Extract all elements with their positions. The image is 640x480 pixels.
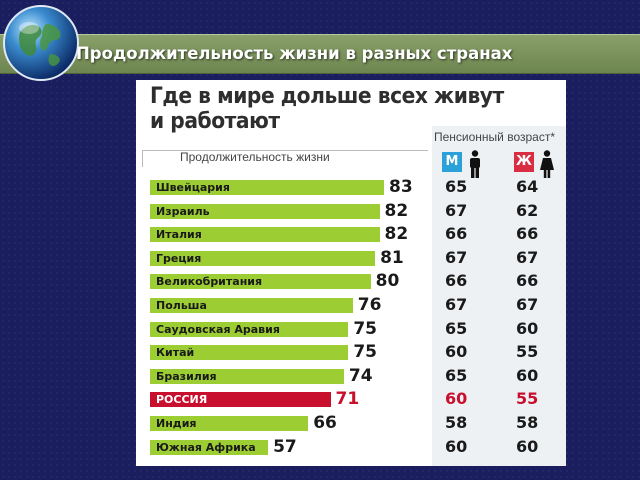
pension-women-value: 60 (516, 318, 539, 338)
pension-women-value: 67 (516, 247, 539, 267)
pension-women-value: 60 (516, 436, 539, 456)
bar (150, 321, 349, 337)
bar (150, 345, 349, 361)
pension-women-value: 64 (516, 177, 539, 196)
slide-title: Продолжительность жизни в разных странах (76, 44, 513, 63)
bar (150, 203, 380, 219)
life-expectancy-value: 82 (384, 200, 409, 221)
chart-row: Великобритания 80 66 66 (136, 270, 566, 294)
life-expectancy-value: 82 (384, 224, 409, 245)
pension-women-value: 55 (516, 389, 539, 409)
pension-men-value: 67 (445, 295, 468, 314)
chart-row: Южная Африка 57 60 60 (136, 436, 566, 460)
life-expectancy-value: 81 (380, 247, 404, 268)
chart-card: Где в мире дольше всех живут и работают … (136, 80, 566, 466)
country-label: РОССИЯ (156, 393, 208, 407)
pension-women-value: 58 (516, 413, 539, 432)
chart-rows: Швейцария 83 65 64 Израиль 82 67 62 Италия 82 66 66… (136, 80, 566, 466)
pension-men-value: 60 (445, 436, 468, 456)
pension-women-value: 67 (516, 295, 539, 314)
pension-men-value: 60 (445, 342, 468, 362)
pension-men-value: 60 (445, 389, 468, 409)
woman-icon (540, 150, 554, 178)
life-expectancy-value: 66 (313, 413, 337, 433)
life-expectancy-value: 75 (353, 318, 377, 339)
life-expectancy-value: 74 (348, 365, 373, 386)
chart-row: Китай 75 60 55 (136, 341, 566, 365)
chart-row: Израиль 82 67 62 (136, 200, 566, 224)
chart-row: Саудовская Аравия 75 65 60 (136, 318, 566, 342)
country-label: Бразилия (156, 369, 217, 383)
women-badge: Ж (514, 152, 534, 172)
pension-women-value: 55 (516, 342, 539, 362)
pension-men-value: 67 (445, 200, 468, 220)
country-label: Южная Африка (156, 440, 256, 454)
pension-men-value: 65 (445, 365, 468, 385)
life-expectancy-value: 76 (357, 295, 382, 315)
bar (150, 250, 376, 266)
bar (150, 227, 380, 243)
pension-women-value: 66 (516, 271, 539, 291)
pension-women-value: 60 (516, 365, 539, 385)
pension-women-value: 66 (516, 224, 539, 244)
chart-row: Польша 76 67 67 (136, 294, 566, 318)
men-badge: М (442, 152, 462, 172)
life-expectancy-value: 75 (353, 342, 377, 363)
country-label: Италия (156, 228, 202, 242)
chart-row: Италия 82 66 66 (136, 223, 566, 247)
country-label: Саудовская Аравия (156, 322, 280, 336)
country-label: Израиль (156, 204, 210, 218)
chart-row: Индия 66 58 58 (136, 412, 566, 436)
pension-men-value: 65 (445, 177, 468, 196)
globe-icon (3, 5, 79, 81)
title-band (0, 34, 640, 74)
pension-age-label: Пенсионный возраст* (434, 130, 556, 144)
chart-title-line-1: Где в мире дольше всех живут (150, 84, 504, 109)
bar (150, 368, 344, 384)
man-icon (470, 150, 480, 178)
chart-title: Где в мире дольше всех живут и работают (150, 84, 518, 134)
country-label: Швейцария (156, 181, 230, 194)
pension-men-value: 66 (445, 271, 468, 291)
bar (150, 298, 353, 313)
life-label-bracket (142, 150, 428, 167)
pension-men-value: 66 (445, 224, 468, 244)
life-expectancy-value: 80 (375, 271, 400, 292)
bar (150, 439, 269, 455)
chart-title-line-2: и работают (150, 109, 280, 134)
chart-row: Греция 81 67 67 (136, 247, 566, 271)
pension-women-value: 62 (516, 200, 539, 220)
pension-men-value: 65 (445, 318, 468, 338)
pension-men-value: 58 (445, 413, 468, 432)
country-label: Китай (156, 346, 195, 360)
chart-row: Швейцария 83 65 64 (136, 176, 566, 200)
country-label: Индия (156, 417, 197, 430)
life-expectancy-value: 71 (335, 389, 360, 410)
bar (150, 416, 309, 431)
pension-men-value: 67 (445, 247, 468, 267)
life-expectancy-value: 57 (273, 436, 297, 457)
bar (150, 392, 331, 408)
country-label: Великобритания (156, 275, 263, 289)
life-expectancy-label: Продолжительность жизни (180, 150, 330, 164)
pension-panel (432, 126, 566, 466)
bar (150, 274, 371, 290)
country-label: Греция (156, 251, 202, 265)
chart-row: РОССИЯ 71 60 55 (136, 388, 566, 412)
bar (150, 180, 384, 195)
country-label: Польша (156, 299, 207, 312)
chart-row: Бразилия 74 65 60 (136, 365, 566, 389)
life-expectancy-value: 83 (389, 177, 413, 197)
